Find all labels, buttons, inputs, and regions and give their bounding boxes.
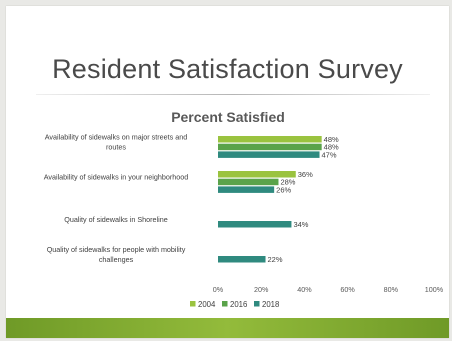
bar-2018	[218, 151, 320, 158]
legend-label: 2018	[262, 300, 279, 309]
data-label: 48%	[324, 143, 339, 152]
category-label: challenges	[99, 255, 134, 264]
data-label: 26%	[276, 185, 291, 194]
category-label: Quality of sidewalks for people with mob…	[47, 245, 186, 254]
x-tick-label: 80%	[384, 285, 399, 294]
category-label: Availability of sidewalks on major stree…	[45, 133, 188, 142]
title-divider	[36, 94, 430, 95]
legend-swatch-2018	[254, 301, 260, 307]
x-tick-label: 60%	[340, 285, 355, 294]
bar-2004	[218, 136, 322, 143]
x-tick-label: 0%	[213, 285, 224, 294]
slide: Resident Satisfaction Survey Percent Sat…	[6, 6, 449, 338]
footer-band	[6, 318, 449, 338]
data-label: 28%	[280, 178, 295, 187]
category-label: Quality of sidewalks in Shoreline	[64, 215, 167, 224]
x-tick-label: 20%	[254, 285, 269, 294]
legend-label: 2004	[198, 300, 216, 309]
legend-swatch-2016	[222, 301, 228, 307]
data-label: 47%	[322, 150, 337, 159]
category-label: routes	[106, 143, 126, 152]
slide-title: Resident Satisfaction Survey	[52, 54, 403, 84]
data-label: 22%	[268, 255, 283, 264]
category-label: Availability of sidewalks in your neighb…	[44, 173, 189, 182]
data-label: 34%	[293, 220, 308, 229]
bar-2016	[218, 143, 322, 151]
x-tick-label: 40%	[297, 285, 312, 294]
legend-label: 2016	[230, 300, 247, 309]
legend-swatch-2004	[190, 301, 196, 307]
bar-2016	[218, 178, 279, 186]
bar-2018	[218, 256, 266, 263]
bar-2004	[218, 171, 296, 178]
bar-2018	[218, 221, 292, 228]
bar-2018	[218, 186, 275, 193]
data-label: 36%	[298, 170, 313, 179]
bar-chart: Percent Satisfied Availability of sidewal…	[44, 109, 444, 309]
data-label: 48%	[324, 135, 339, 144]
chart-title: Percent Satisfied	[171, 109, 285, 125]
x-tick-label: 100%	[425, 285, 444, 294]
